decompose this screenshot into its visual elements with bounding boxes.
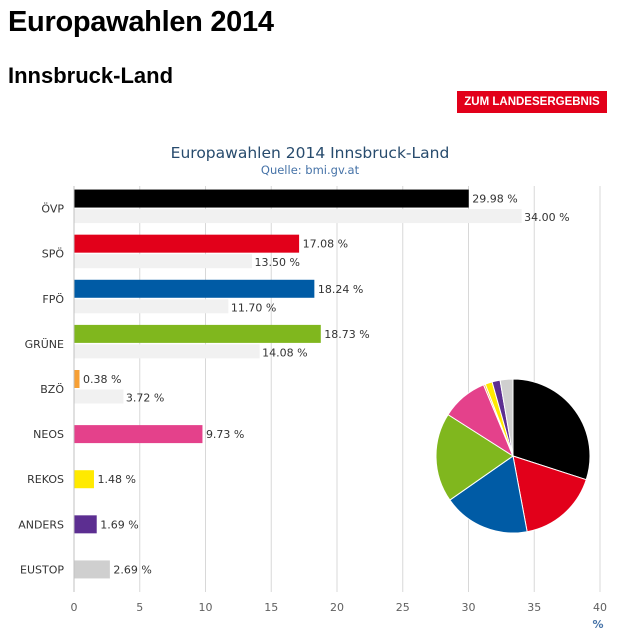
bar-2014 [74, 425, 203, 444]
bar-value-label: 11.70 % [231, 301, 276, 314]
bar-value-label: 1.48 % [97, 473, 135, 486]
landesergebnis-button[interactable]: ZUM LANDESERGEBNIS [457, 91, 607, 113]
x-tick-label: 5 [136, 601, 143, 614]
category-label: BZÖ [40, 383, 64, 396]
category-label: NEOS [33, 428, 64, 441]
label-group: ÖVP 29.98 % 34.00 % SPÖ 17.08 %13.50 % FPÖ 18.… [18, 193, 569, 577]
x-tick-label: 30 [462, 601, 476, 614]
x-tick-label: 20 [330, 601, 344, 614]
bar-value-label: 13.50 % [255, 256, 300, 269]
pie-slice [449, 455, 528, 534]
bar-2014 [74, 560, 110, 579]
page-title: Europawahlen 2014 [8, 6, 274, 38]
bar-value-label: 1.69 % [100, 518, 138, 531]
category-label: EUSTOP [20, 563, 64, 576]
x-tick-label: 25 [396, 601, 410, 614]
pie-slice [512, 455, 587, 533]
x-tick-label: 0 [71, 601, 78, 614]
bar-value-label: 18.73 % [324, 328, 369, 341]
x-tick-label: 10 [199, 601, 213, 614]
x-tick-label: 35 [527, 601, 541, 614]
category-label: FPÖ [42, 293, 64, 306]
pie-slice [499, 378, 514, 457]
bar-value-label: 17.08 % [303, 238, 348, 251]
pie-slice [512, 378, 591, 481]
bar-2009 [74, 389, 124, 404]
bar-value-label: 34.00 % [524, 211, 569, 224]
bar-value-label: 2.69 % [113, 563, 151, 576]
bar-value-label: 18.24 % [318, 283, 363, 296]
bar-2009 [74, 254, 253, 269]
category-label: SPÖ [42, 248, 65, 261]
chart-title: Europawahlen 2014 Innsbruck-Land [171, 144, 450, 162]
chart-subtitle: Quelle: bmi.gv.at [261, 163, 360, 177]
bar-2014 [74, 470, 94, 489]
bar-value-label: 9.73 % [206, 428, 244, 441]
pie-slice [435, 413, 514, 501]
category-label: GRÜNE [25, 338, 64, 351]
page-subtitle: Innsbruck-Land [8, 63, 174, 88]
bar-2014 [74, 370, 80, 388]
bar-value-label: 29.98 % [472, 193, 517, 206]
bar-2009 [74, 344, 260, 359]
category-label: ANDERS [18, 518, 64, 531]
category-label: ÖVP [41, 203, 64, 216]
bar-2014 [74, 515, 97, 534]
bar-2009 [74, 299, 229, 314]
x-axis-unit: % [592, 618, 603, 631]
x-tick-label: 40 [593, 601, 607, 614]
bar-value-label: 3.72 % [126, 392, 164, 405]
bar-2014 [74, 324, 321, 343]
bar-value-label: 0.38 % [83, 373, 121, 386]
bar-2014 [74, 279, 315, 298]
bar-2014 [74, 189, 469, 208]
inset-pie-chart [435, 378, 591, 534]
bar-group [74, 189, 522, 579]
bar-2009 [74, 209, 522, 224]
bar-2014 [74, 234, 300, 253]
category-label: REKOS [27, 473, 64, 486]
x-tick-label: 15 [264, 601, 278, 614]
bar-value-label: 14.08 % [262, 346, 307, 359]
